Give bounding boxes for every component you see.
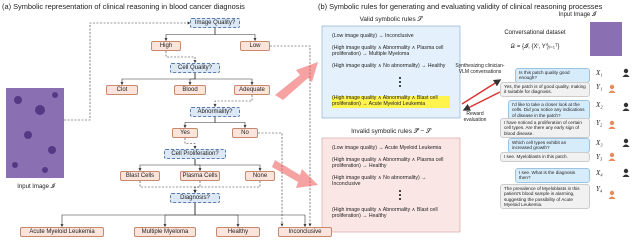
tree-edges xyxy=(60,28,312,228)
valid-rule: (Low image quality) → Inconclusive xyxy=(332,33,414,39)
tree-node: Low xyxy=(240,41,270,51)
speaker-icon xyxy=(609,120,615,126)
edge xyxy=(188,73,196,86)
invalid-rule: (High image quality ∧ No abnormality) → … xyxy=(332,175,427,187)
speaker-icon xyxy=(608,90,616,93)
speaker-icon xyxy=(609,190,615,196)
tree-node: Inconclusive xyxy=(278,227,332,237)
speaker-label: X₄ xyxy=(596,169,603,177)
synth-label: Synthesizing clinician-VLM conversations xyxy=(455,63,505,75)
tree-node: Yes xyxy=(172,128,198,138)
panel-a-title: (a) Symbolic representation of clinical … xyxy=(2,2,245,11)
chat-bubble: Yes, the patch is of good quality, makin… xyxy=(500,82,590,97)
tree-node: Multiple Myeloma xyxy=(134,227,196,237)
chat-bubble: I'd like to take a closer look at the ce… xyxy=(508,100,590,120)
image-arrow xyxy=(64,21,191,121)
input-image-label: Input Image 𝓘 xyxy=(17,184,55,190)
chat-bubble: I see. Myeloblasts in this patch. xyxy=(500,152,590,162)
speaker-label: X₃ xyxy=(596,139,603,147)
valid-rule: (High image quality ∧ Abnormality ∧ Blas… xyxy=(332,95,450,108)
edge xyxy=(193,181,261,194)
tree-node: Clot xyxy=(106,85,138,95)
valid-rule: (High image quality ∧ Abnormality ∧ Plas… xyxy=(332,45,444,57)
edge xyxy=(138,159,196,172)
tree-node: Plasma Cells xyxy=(180,171,220,181)
speaker-label: X₁ xyxy=(596,69,603,77)
speaker-icon xyxy=(623,68,629,74)
edge xyxy=(270,45,312,227)
edge xyxy=(213,95,253,108)
dataset-label: Conversational dataset xyxy=(504,30,566,36)
ellipsis xyxy=(399,77,401,200)
tree-node: High xyxy=(151,41,181,51)
tree-node: Acute Myeloid Leukemia xyxy=(20,227,104,237)
speaker-label: X₂ xyxy=(596,101,603,109)
speaker-icon xyxy=(622,174,630,177)
edge xyxy=(165,51,197,64)
speaker-icon xyxy=(609,84,615,90)
synth-arrow xyxy=(461,79,502,105)
speaker-icon xyxy=(623,102,629,108)
tree-node: None xyxy=(245,171,275,181)
speaker-icon xyxy=(623,138,629,144)
input-image-label-b: Input Image 𝓘 xyxy=(558,12,596,18)
tree-node: Blood xyxy=(174,85,206,95)
speaker-icon xyxy=(608,158,616,161)
tree-node: Healthy xyxy=(216,227,260,237)
speaker-icon xyxy=(622,74,630,77)
chat-bubble: Which cell types exhibit an increased gr… xyxy=(508,138,590,153)
chat-bubble: I see. What is the diagnosis then? xyxy=(515,168,590,183)
edge xyxy=(194,73,254,86)
edge xyxy=(194,159,262,172)
tree-node: Cell Quality? xyxy=(170,63,220,73)
input-image-small xyxy=(590,22,622,56)
edge xyxy=(164,28,216,42)
reward-arrow xyxy=(462,91,501,111)
edge xyxy=(258,132,284,227)
panel-b-title: (b) Symbolic rules for generating and ev… xyxy=(318,2,603,11)
speaker-label: Y₄ xyxy=(596,185,603,193)
dataset-formula: 𝒟 = {𝓘, {Xⁱ, Yⁱ}ᵢ₌₁ᵀ} xyxy=(510,44,560,50)
tree-node: Cell Proliferation? xyxy=(164,149,226,159)
tree-node: Adequate xyxy=(234,85,270,95)
tree-node: Diagnosis? xyxy=(170,193,220,203)
invalid-rule: (Low image quality) → Acute Myeloid Leuk… xyxy=(332,145,442,151)
invalid-rule: (High image quality ∧ Abnormality ∧ Plas… xyxy=(332,157,444,169)
valid-rule: (High image quality ∧ No abnormality) → … xyxy=(332,63,446,69)
tree-node: Blast Cells xyxy=(120,171,160,181)
invalid-box xyxy=(321,137,461,233)
reward-label: Reward evaluation xyxy=(463,111,487,123)
speaker-icon xyxy=(608,126,616,129)
invalid-title: Invalid symbolic rules 𝒮̄ − 𝒮 xyxy=(351,128,431,135)
invalid-rule: (High image quality ∧ Abnormality ∧ Blas… xyxy=(332,207,438,219)
chat-bubble: Is this patch quality good enough? xyxy=(515,68,590,83)
valid-title: Valid symbolic rules 𝒮 xyxy=(359,16,423,23)
speaker-icon xyxy=(609,152,615,158)
tree-node: Image Quality? xyxy=(190,18,240,28)
speaker-label: Y₁ xyxy=(596,83,603,91)
speaker-label: Y₂ xyxy=(596,119,603,127)
speaker-icons xyxy=(608,68,630,199)
cells xyxy=(12,92,58,173)
red-arrow xyxy=(272,160,318,188)
red-arrow xyxy=(275,62,318,100)
speaker-icon xyxy=(622,144,630,147)
chat-bubble: I have noticed a proliferation of certai… xyxy=(500,118,590,138)
edge xyxy=(214,117,247,129)
speaker-label: Y₃ xyxy=(596,153,603,161)
speaker-icon xyxy=(608,196,616,199)
edge xyxy=(214,28,257,42)
speaker-icon xyxy=(622,108,630,111)
edge xyxy=(194,203,307,228)
edge xyxy=(183,117,216,129)
tree-node: No xyxy=(232,128,258,138)
edge xyxy=(139,181,197,194)
edge xyxy=(163,203,196,228)
speaker-icon xyxy=(623,168,629,174)
tree-node: Abnormality? xyxy=(190,107,240,117)
chat-bubble: The prevalence of Myeloblasts in this pa… xyxy=(500,184,590,210)
edge xyxy=(184,138,197,150)
edge xyxy=(120,73,196,86)
